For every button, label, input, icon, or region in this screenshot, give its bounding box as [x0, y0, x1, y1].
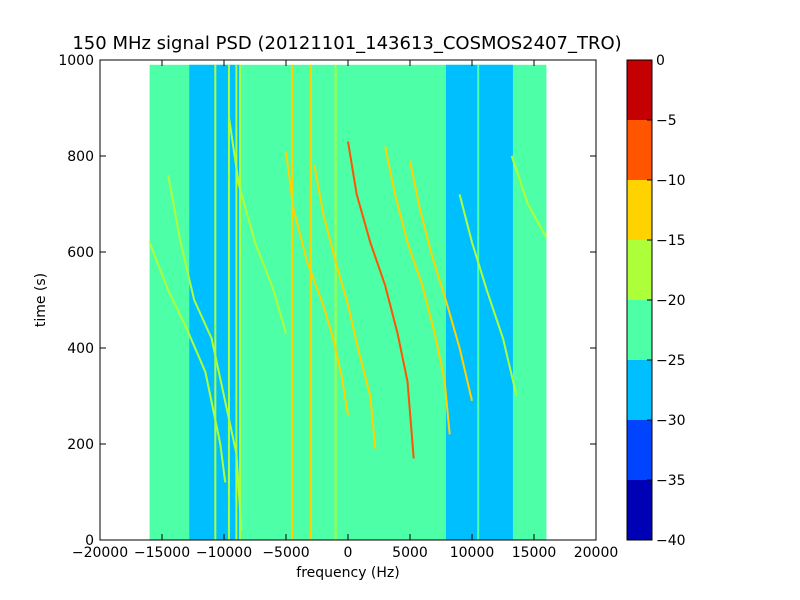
x-tick-label: 10000	[450, 545, 495, 561]
doppler-track-2	[228, 117, 287, 334]
colorbar-swatch	[627, 180, 652, 240]
doppler-track-1	[167, 175, 243, 531]
doppler-track-8	[458, 194, 518, 397]
colorbar-tick-label: −10	[656, 173, 686, 189]
colorbar-swatch	[627, 120, 652, 180]
heatmap-layer	[148, 64, 548, 541]
x-tick-label: 15000	[512, 545, 557, 561]
x-tick-label: −5000	[262, 545, 309, 561]
x-tick-label: −20000	[72, 545, 128, 561]
x-tick-label: 5000	[392, 545, 428, 561]
doppler-track-3	[285, 151, 349, 416]
colorbar-tick-label: −15	[656, 233, 686, 249]
colorbar-swatch	[627, 300, 652, 360]
y-tick-label: 600	[67, 245, 94, 261]
colorbar-swatch	[627, 480, 652, 540]
chart-title: 150 MHz signal PSD (20121101_143613_COSM…	[72, 33, 621, 54]
colorbar-swatch	[627, 420, 652, 480]
x-axis-label: frequency (Hz)	[296, 565, 399, 581]
colorbar-swatch	[627, 360, 652, 420]
y-tick-label: 200	[67, 437, 94, 453]
y-tick-label: 400	[67, 341, 94, 357]
doppler-track-6	[384, 146, 451, 435]
x-tick-label: 0	[344, 545, 353, 561]
x-axis: −20000 −15000 −10000 −5000 0 5000 10000 15000 20…	[72, 60, 618, 561]
y-axis-label: time (s)	[33, 273, 49, 327]
colorbar: 0 −5 −10 −15 −20 −25 −30 −35 −40	[626, 53, 686, 549]
doppler-track-9	[510, 155, 548, 239]
colorbar-tick-label: −5	[656, 113, 677, 129]
colorbar-tick-label: −35	[656, 473, 686, 489]
colorbar-tick-label: −30	[656, 413, 686, 429]
doppler-track-7	[409, 160, 473, 402]
y-tick-label: 1000	[58, 53, 94, 69]
colorbar-swatch	[627, 240, 652, 300]
colorbar-swatch	[627, 60, 652, 120]
colorbar-tick-label: −40	[656, 533, 686, 549]
colorbar-tick-label: 0	[656, 53, 665, 69]
colorbar-tick-label: −25	[656, 353, 686, 369]
x-tick-label: 20000	[574, 545, 619, 561]
y-tick-label: 800	[67, 149, 94, 165]
x-tick-label: −15000	[134, 545, 190, 561]
doppler-track-4	[313, 165, 377, 449]
x-tick-label: −10000	[196, 545, 252, 561]
low-power-band-1	[445, 64, 513, 541]
doppler-track-0	[148, 242, 227, 483]
y-axis: 0 200 400 600 800 1000	[58, 53, 596, 549]
doppler-track-5	[347, 141, 415, 459]
colorbar-tick-label: −20	[656, 293, 686, 309]
y-tick-label: 0	[85, 533, 94, 549]
